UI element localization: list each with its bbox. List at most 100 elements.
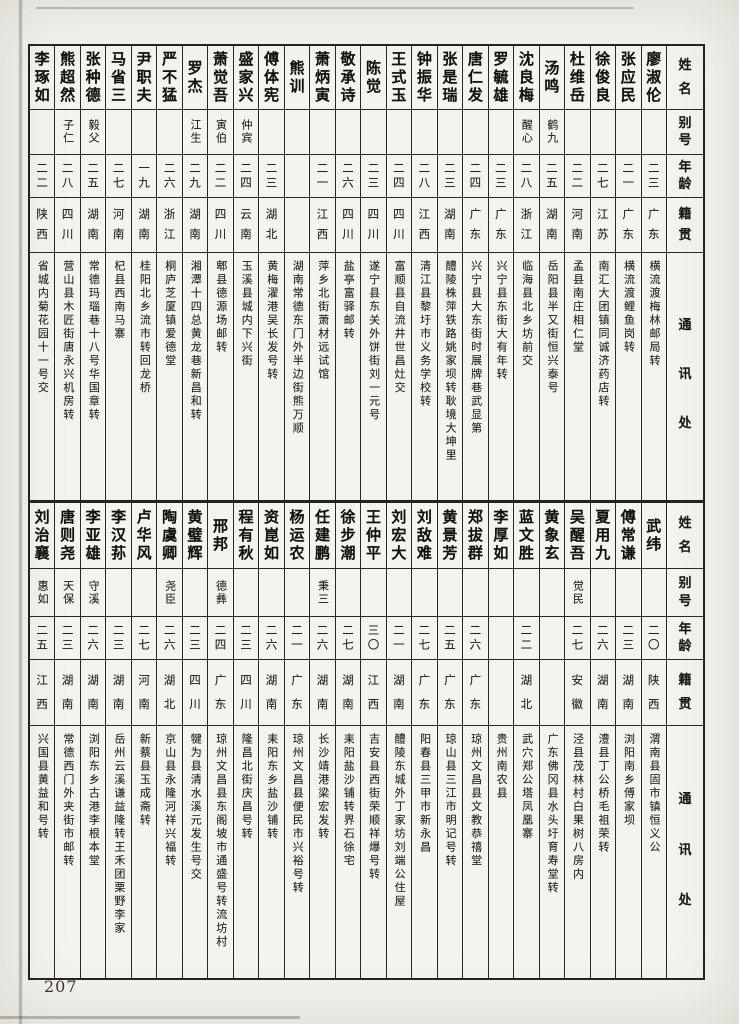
person-name-cell: 马省三 [106, 46, 131, 110]
person-name-cell: 熊训 [284, 46, 310, 110]
person-age-cell: 三〇 [361, 617, 386, 660]
person-age-cell: 二五 [539, 155, 565, 198]
scan-gutter-shadow [18, 0, 23, 1024]
person-column: 武纬 二〇 陕西 渭南县固市镇恒义公 [641, 503, 667, 978]
person-address-cell: 常德玛瑙巷十八号华国章转 [87, 260, 101, 422]
person-address-cell: 广东佛冈县水头圩育寿堂转 [546, 733, 560, 895]
person-age-cell: 二七 [131, 617, 157, 660]
person-name-cell: 邢邦 [208, 503, 233, 569]
person-origin-cell: 四川 [361, 198, 386, 253]
person-byname-cell [284, 110, 310, 155]
person-age-cell: 二四 [208, 617, 233, 660]
person-origin-cell: 湖南 [590, 660, 616, 726]
person-byname-cell [131, 569, 157, 617]
person-column: 熊训 湖南常德东门外半边街熊万顺 [284, 46, 311, 500]
person-origin-cell: 河南 [131, 660, 157, 726]
person-origin-cell: 湖南 [386, 660, 412, 726]
person-byname-cell [259, 110, 284, 155]
person-origin-cell: 广东 [463, 660, 488, 726]
person-byname-cell: 德彝 [208, 569, 233, 617]
person-byname-cell: 秉三 [310, 569, 335, 617]
person-address-cell: 琼州文昌县东阁坡市通盛号转流坊村 [214, 733, 228, 949]
person-address-cell: 营山县木匠街唐永兴机房转 [61, 260, 75, 422]
person-address-cell: 兴宁县大东街时展牌巷武显第 [469, 260, 483, 436]
person-byname-cell [437, 110, 463, 155]
person-age-cell: 二五 [437, 617, 463, 660]
person-origin-cell: 广东 [641, 198, 666, 253]
person-name-cell: 卢华风 [131, 503, 157, 569]
person-origin-cell: 四川 [182, 660, 208, 726]
person-origin-cell [539, 660, 565, 726]
header-name-label: 姓名 [667, 46, 703, 110]
person-byname-cell [233, 569, 259, 617]
person-column: 吴醒吾 觉民 二七 安徽 泾县茂林村白果树八房内 [565, 503, 591, 978]
person-origin-cell: 江西 [361, 660, 386, 726]
header-age-label: 年龄 [667, 155, 703, 198]
person-column: 萧觉吾 寅伯 二二 四川 郫县德源场邮转 [208, 46, 234, 500]
person-column: 张种德 毅父 二五 湖南 常德玛瑙巷十八号华国章转 [80, 46, 107, 500]
person-column: 李琢如 二二 陕西 省城内菊花园十一号交 [29, 46, 56, 500]
person-column: 李厚如 贵州南农县 [488, 503, 515, 978]
person-byname-cell [437, 569, 463, 617]
person-address-cell: 富顺县自流井世昌灶交 [393, 260, 407, 395]
person-column: 黄璧辉 二三 四川 犍为县清水溪元发生号交 [182, 503, 209, 978]
person-name-cell: 杨运农 [284, 503, 310, 569]
person-byname-cell [310, 110, 335, 155]
person-byname-cell [412, 110, 437, 155]
person-address-cell: 阳春县三甲市新永昌 [418, 733, 432, 855]
person-column: 陈觉 二三 四川 遂宁县东关外饼街刘一元号 [361, 46, 387, 500]
person-address-cell: 浏阳东乡古港李根本堂 [87, 733, 101, 868]
person-age-cell: 二一 [616, 155, 641, 198]
person-age-cell: 二七 [335, 617, 361, 660]
person-age-cell: 二六 [157, 617, 182, 660]
scan-top-edge-line [36, 7, 634, 9]
person-origin-cell: 湖北 [259, 198, 284, 253]
person-origin-cell: 广东 [463, 198, 488, 253]
person-address-cell: 武穴郑公塔凤凰寨 [520, 733, 534, 841]
header-byname-label: 别号 [667, 110, 703, 155]
person-name-cell: 蓝文胜 [514, 503, 539, 569]
person-name-cell: 李汉荪 [106, 503, 131, 569]
person-age-cell: 二三 [641, 155, 666, 198]
person-age-cell: 二七 [412, 617, 437, 660]
person-column: 杜维岳 二二 河南 孟县南庄相仁堂 [565, 46, 591, 500]
person-name-cell: 盛家兴 [233, 46, 259, 110]
person-name-cell: 萧觉吾 [208, 46, 233, 110]
person-byname-cell [284, 569, 310, 617]
person-address-cell: 横流渡鲤鱼岗转 [622, 260, 636, 355]
person-byname-cell [259, 569, 284, 617]
person-age-cell: 二六 [310, 617, 335, 660]
person-name-cell: 傅体宪 [259, 46, 284, 110]
person-origin-cell: 广东 [437, 660, 463, 726]
person-age-cell: 二二 [514, 617, 539, 660]
person-age-cell: 二六 [335, 155, 361, 198]
person-byname-cell [29, 110, 55, 155]
person-byname-cell: 尧臣 [157, 569, 182, 617]
person-origin-cell: 江西 [29, 660, 55, 726]
person-column: 傅体宪 二三 湖北 黄梅濯港吴长发号转 [259, 46, 285, 500]
person-column: 傅常谦 二三 湖南 浏阳南乡傅家坝 [616, 503, 642, 978]
person-column: 唐则尧 天保 二三 湖南 常德西门外夹街市邮转 [55, 503, 81, 978]
person-byname-cell [361, 110, 386, 155]
person-origin-cell: 湖南 [80, 198, 106, 253]
person-address-cell: 萍乡北街萧材远试馆 [316, 260, 330, 382]
person-age-cell: 二四 [463, 155, 488, 198]
person-age-cell [284, 155, 310, 198]
person-age-cell: 二三 [361, 155, 386, 198]
person-address-cell: 省城内菊花园十一号交 [36, 260, 50, 395]
person-name-cell: 刘宏大 [386, 503, 412, 569]
person-byname-cell: 寅伯 [208, 110, 233, 155]
person-name-cell: 罗毓雄 [488, 46, 514, 110]
person-name-cell: 王仲平 [361, 503, 386, 569]
person-origin-cell: 江苏 [590, 198, 616, 253]
person-column: 沈良梅 醒心 二八 浙江 临海县北乡坊前交 [514, 46, 540, 500]
person-origin-cell: 江西 [412, 198, 437, 253]
person-age-cell: 一九 [131, 155, 157, 198]
person-byname-cell [463, 110, 488, 155]
person-name-cell: 刘敌难 [412, 503, 437, 569]
person-origin-cell [488, 660, 514, 726]
person-origin-cell: 湖北 [514, 660, 539, 726]
person-name-cell: 资崑如 [259, 503, 284, 569]
person-byname-cell [590, 569, 616, 617]
